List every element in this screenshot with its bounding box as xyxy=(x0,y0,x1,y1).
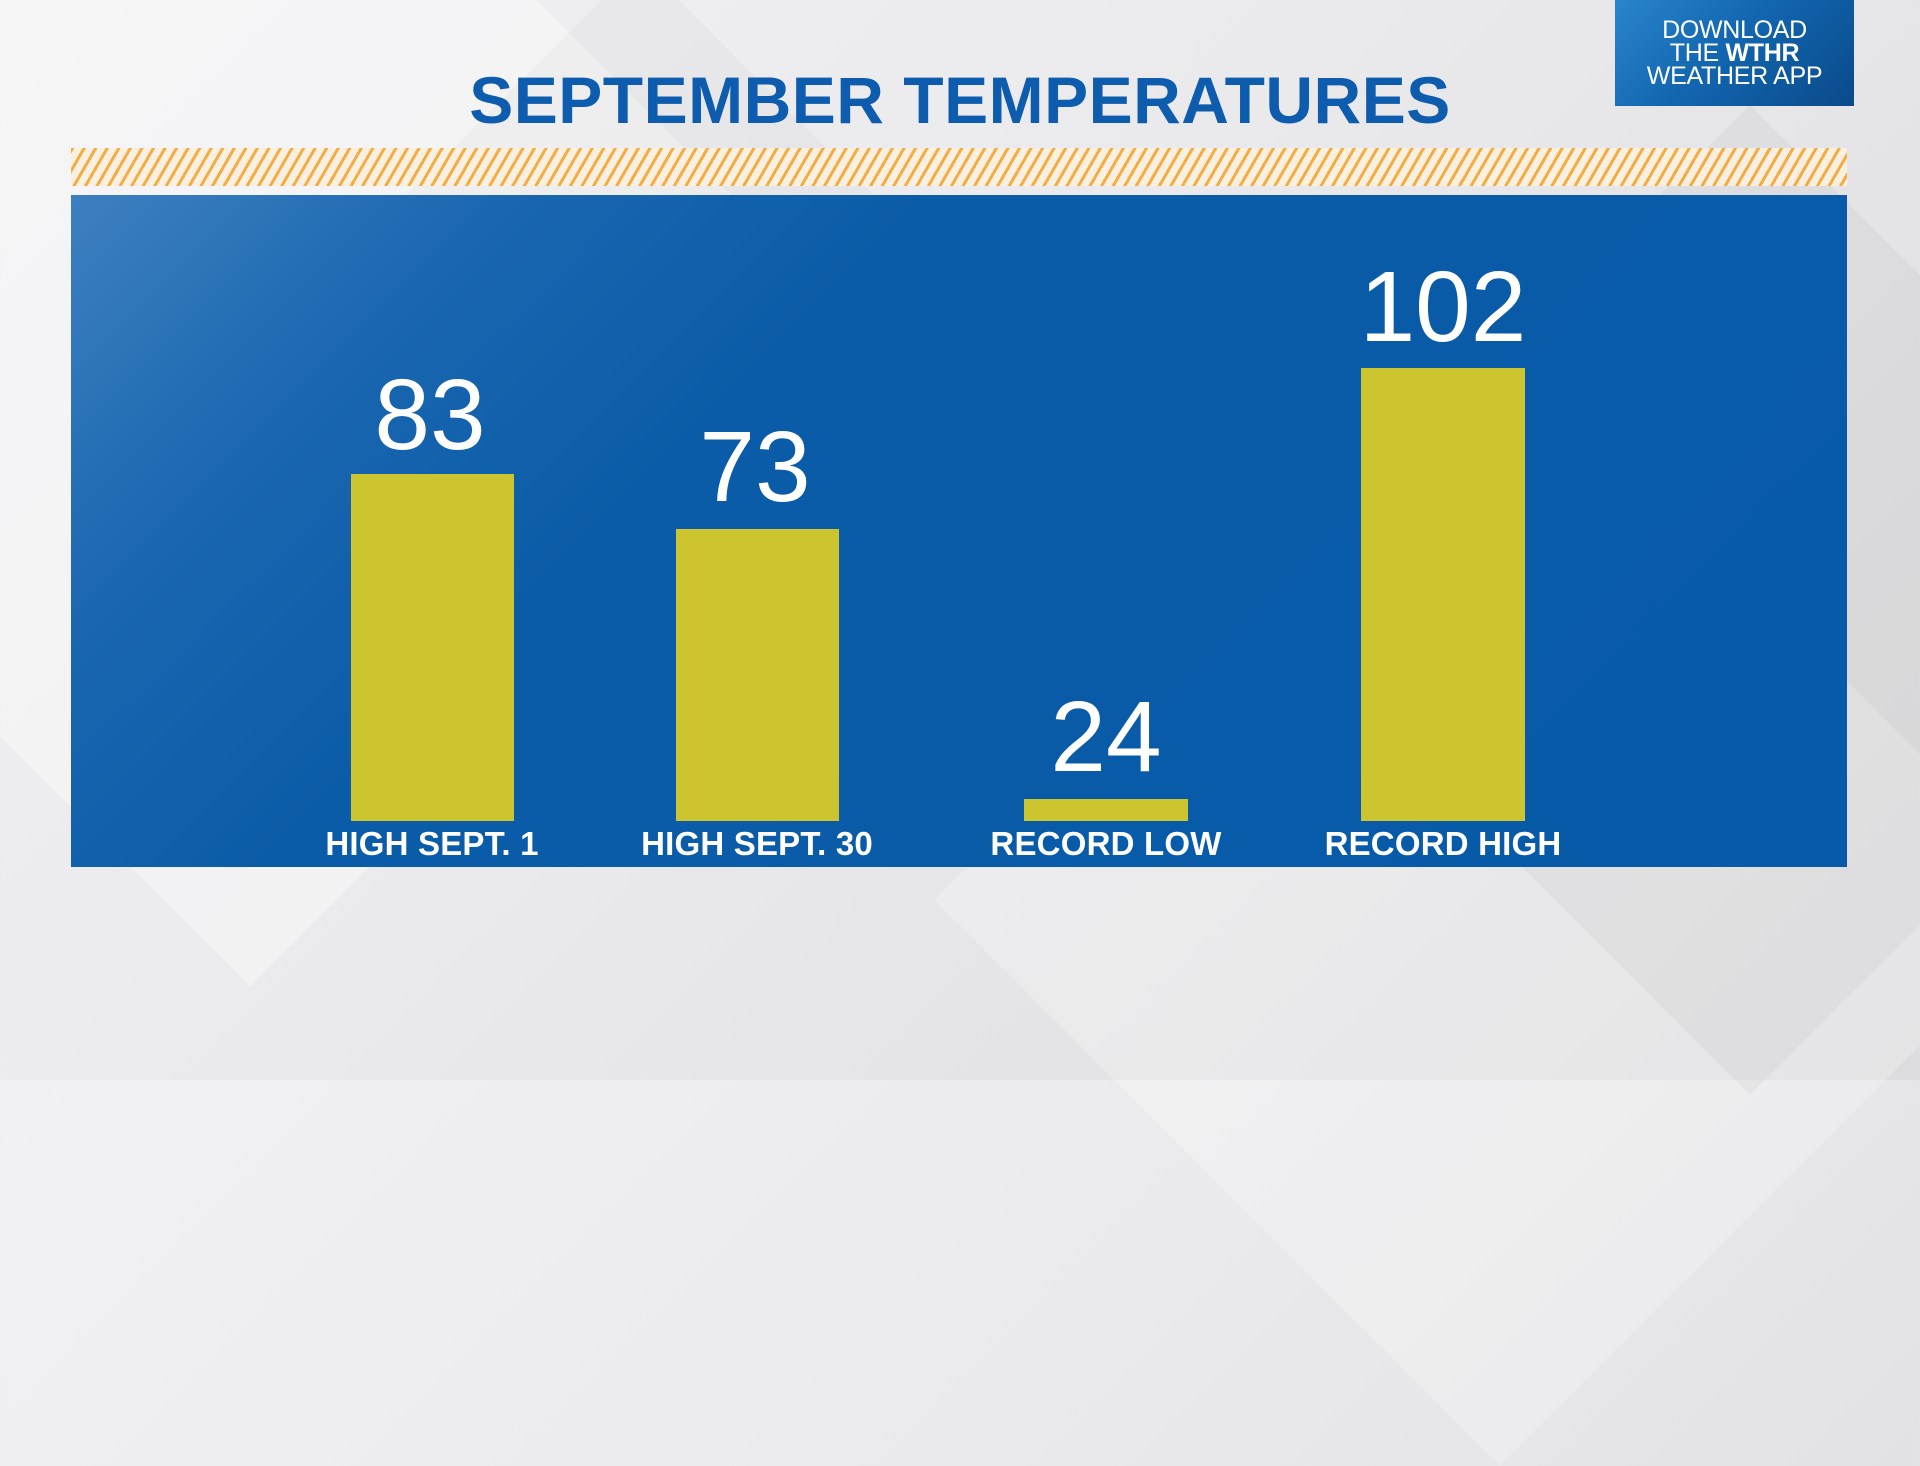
bar-record-low xyxy=(1024,799,1188,821)
bar-category-label: HIGH SEPT. 1 xyxy=(325,825,539,862)
bar-high-sept-30 xyxy=(676,529,839,821)
bar-value-label: 24 xyxy=(1050,681,1162,793)
badge-line-1: DOWNLOAD xyxy=(1662,15,1807,44)
bar-category-label: HIGH SEPT. 30 xyxy=(641,825,873,862)
bar-category-label: RECORD LOW xyxy=(990,825,1222,862)
bar-record-high xyxy=(1361,368,1525,821)
bar-high-sept-1 xyxy=(351,474,514,821)
chart-panel: 83 HIGH SEPT. 1 73 HIGH SEPT. 30 24 RECO… xyxy=(71,195,1847,867)
download-app-badge[interactable]: DOWNLOAD THE WTHR WEATHER APP xyxy=(1615,0,1854,106)
bar-value-label: 73 xyxy=(699,411,811,523)
bar-value-label: 102 xyxy=(1359,251,1527,363)
badge-line-3: WEATHER APP xyxy=(1646,61,1823,90)
bar-value-label: 83 xyxy=(374,359,486,471)
bar-category-label: RECORD HIGH xyxy=(1324,825,1562,862)
decorative-stripe-band xyxy=(71,148,1847,186)
badge-line-2: THE WTHR xyxy=(1669,38,1800,67)
brand-name: WTHR xyxy=(1725,38,1800,67)
chart-title: SEPTEMBER TEMPERATURES xyxy=(469,63,1451,137)
